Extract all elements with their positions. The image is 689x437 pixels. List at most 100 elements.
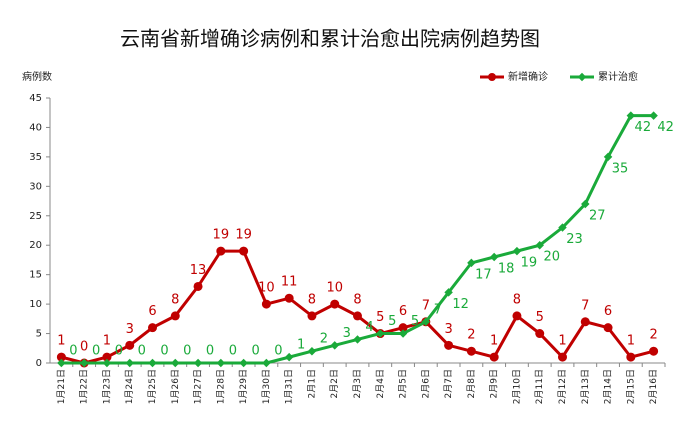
point — [56, 352, 66, 362]
y-tick-label: 30 — [29, 181, 42, 192]
data-label: 35 — [612, 161, 629, 176]
data-label: 8 — [353, 292, 361, 307]
point — [239, 358, 248, 368]
x-tick-label: 2月5日 — [398, 369, 409, 398]
x-tick-label: 2月8日 — [466, 369, 477, 398]
point — [148, 358, 157, 368]
point — [262, 358, 271, 368]
y-tick-label: 35 — [29, 152, 42, 163]
data-label: 20 — [543, 250, 560, 265]
data-label: 0 — [274, 344, 282, 359]
point — [398, 323, 408, 333]
x-tick-label: 2月2日 — [329, 369, 340, 398]
data-label: 0 — [229, 344, 237, 359]
point — [376, 329, 385, 338]
data-label: 0 — [183, 344, 191, 359]
point — [102, 352, 112, 362]
data-label: 6 — [148, 304, 156, 319]
point — [603, 323, 613, 333]
data-label: 7 — [422, 298, 430, 313]
point — [626, 352, 636, 362]
data-label: 5 — [388, 314, 396, 329]
legend-label: 累计治愈 — [598, 70, 638, 83]
data-label: 3 — [444, 322, 452, 337]
point — [284, 352, 294, 362]
y-axis-label: 病例数 — [22, 70, 52, 83]
data-label: 19 — [235, 228, 252, 243]
data-label: 7 — [434, 302, 442, 317]
data-label: 23 — [566, 232, 583, 247]
data-label: 0 — [138, 344, 146, 359]
data-label: 0 — [69, 344, 77, 359]
point — [148, 323, 157, 333]
x-tick-label: 2月16日 — [648, 369, 659, 404]
x-tick-label: 2月15日 — [625, 369, 636, 404]
data-label: 8 — [308, 292, 316, 307]
point — [307, 311, 317, 321]
x-tick-label: 1月27日 — [193, 369, 204, 404]
legend-marker — [488, 73, 496, 81]
point — [307, 346, 317, 356]
x-tick-label: 1月26日 — [170, 369, 181, 404]
x-tick-label: 1月29日 — [238, 369, 249, 404]
x-tick-label: 1月22日 — [79, 369, 90, 404]
point — [125, 340, 135, 350]
data-label: 6 — [604, 304, 612, 319]
data-label: 1 — [57, 334, 65, 349]
x-tick-label: 2月9日 — [489, 369, 500, 398]
x-tick-label: 2月10日 — [511, 369, 522, 404]
point — [170, 311, 180, 321]
y-tick-label: 40 — [29, 122, 42, 133]
data-label: 1 — [103, 334, 111, 349]
data-label: 0 — [160, 344, 168, 359]
x-tick-label: 2月11日 — [534, 369, 545, 404]
x-tick-label: 1月25日 — [147, 369, 158, 404]
point — [57, 358, 66, 368]
x-tick-label: 2月1日 — [306, 369, 317, 398]
data-label: 18 — [498, 262, 515, 277]
data-label: 0 — [80, 340, 88, 355]
y-tick-label: 10 — [29, 299, 42, 310]
y-tick-label: 25 — [29, 211, 42, 222]
data-label: 5 — [536, 310, 544, 325]
data-label: 17 — [475, 267, 492, 282]
x-tick-label: 1月31日 — [284, 369, 295, 404]
data-label: 1 — [490, 334, 498, 349]
data-label: 0 — [92, 344, 100, 359]
data-label: 5 — [376, 310, 384, 325]
data-label: 2 — [467, 328, 475, 343]
data-label: 3 — [343, 326, 351, 341]
x-tick-label: 2月3日 — [352, 369, 363, 398]
point — [444, 340, 454, 350]
x-tick-label: 1月23日 — [101, 369, 112, 404]
point — [512, 311, 522, 321]
data-label: 8 — [513, 292, 521, 307]
y-tick-label: 0 — [36, 358, 42, 369]
data-label: 0 — [206, 344, 214, 359]
x-tick-label: 2月6日 — [420, 369, 431, 398]
point — [102, 358, 112, 368]
point — [216, 246, 226, 256]
data-label: 1 — [558, 334, 566, 349]
point — [353, 311, 362, 321]
x-tick-label: 2月13日 — [580, 369, 591, 404]
data-label: 7 — [581, 298, 589, 313]
data-label: 10 — [258, 281, 275, 296]
point — [330, 341, 339, 350]
data-label: 0 — [115, 344, 123, 359]
data-label: 5 — [411, 314, 419, 329]
data-label: 2 — [320, 332, 328, 347]
point — [466, 346, 476, 356]
point — [171, 358, 180, 368]
point — [467, 258, 476, 268]
point — [444, 288, 453, 297]
x-tick-label: 1月28日 — [215, 369, 226, 404]
x-tick-label: 2月7日 — [443, 369, 454, 398]
point — [330, 299, 340, 309]
data-label: 11 — [281, 275, 298, 290]
data-label: 2 — [649, 328, 657, 343]
x-tick-label: 1月24日 — [124, 369, 135, 404]
data-label: 6 — [399, 304, 407, 319]
data-label: 4 — [365, 320, 373, 335]
chart-title: 云南省新增确诊病例和累计治愈出院病例趋势图 — [120, 27, 540, 51]
